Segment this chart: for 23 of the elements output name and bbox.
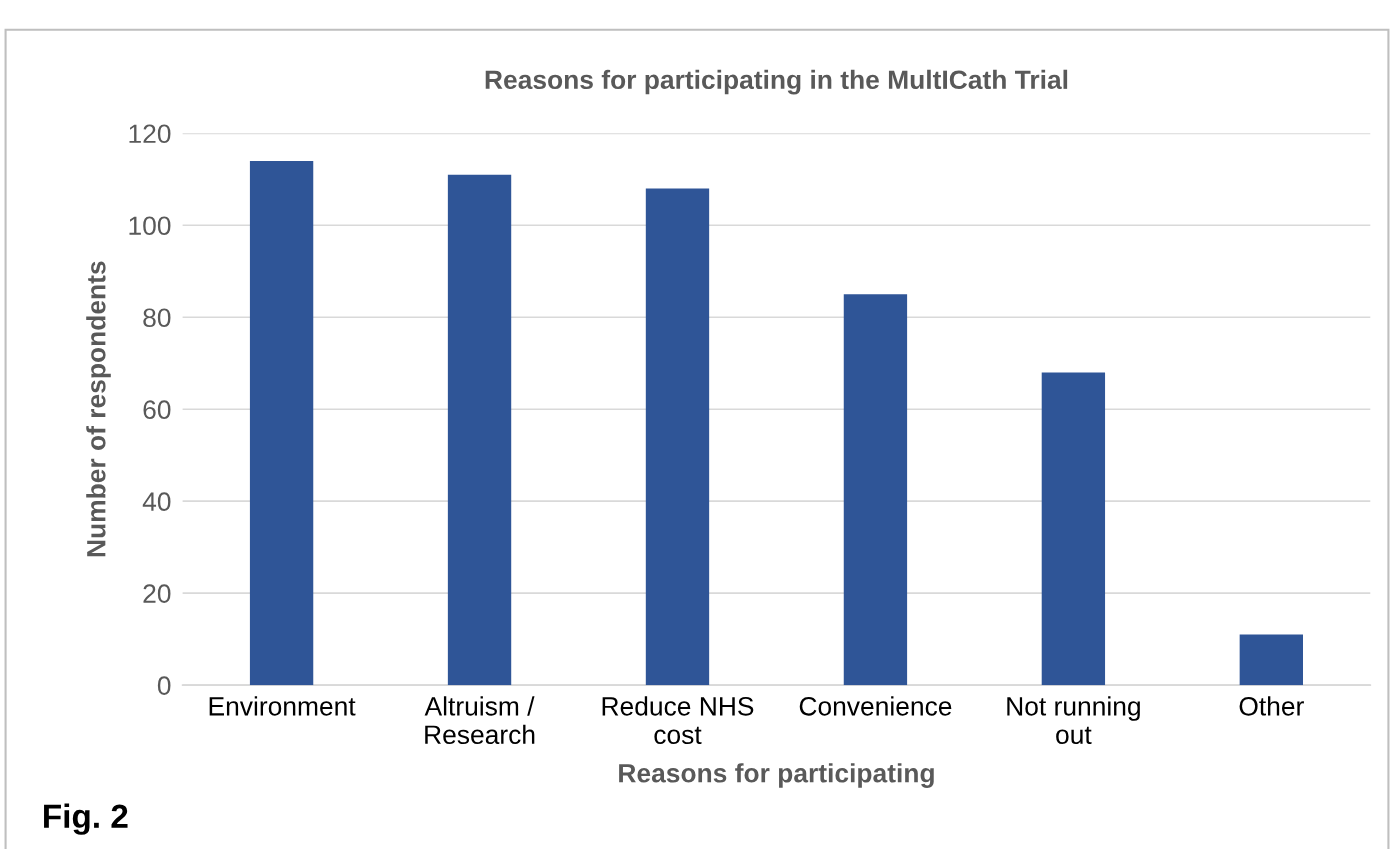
bar (645, 188, 710, 686)
x-tick-label: Not running out (1007, 696, 1140, 745)
y-tick-label: 0 (157, 676, 171, 695)
caption: Fig. 2 (44, 803, 128, 835)
bar (249, 160, 314, 686)
y-tick-label: 20 (143, 584, 171, 603)
bar (447, 174, 512, 686)
bar (1041, 372, 1106, 686)
y-axis-title: Number of respondents (86, 261, 111, 557)
x-tick-label: Environment (209, 696, 356, 716)
bar (843, 294, 908, 686)
x-tick-label: Convenience (799, 696, 952, 716)
y-tick-label: 80 (143, 308, 171, 328)
x-tick-label: Reduce NHS cost (602, 696, 754, 745)
chart-title: Reasons for participating in the MultICath Trial (485, 69, 1068, 95)
y-tick-label: 120 (129, 124, 171, 144)
y-tick-label: 60 (143, 400, 171, 420)
y-tick-label: 40 (142, 492, 171, 512)
x-tick-label: Altruism / Research (424, 696, 535, 745)
bar (1239, 634, 1303, 686)
x-axis-title: Reasons for participating (619, 763, 934, 788)
x-tick-label: Other (1239, 696, 1304, 716)
y-tick-label: 100 (129, 216, 171, 236)
